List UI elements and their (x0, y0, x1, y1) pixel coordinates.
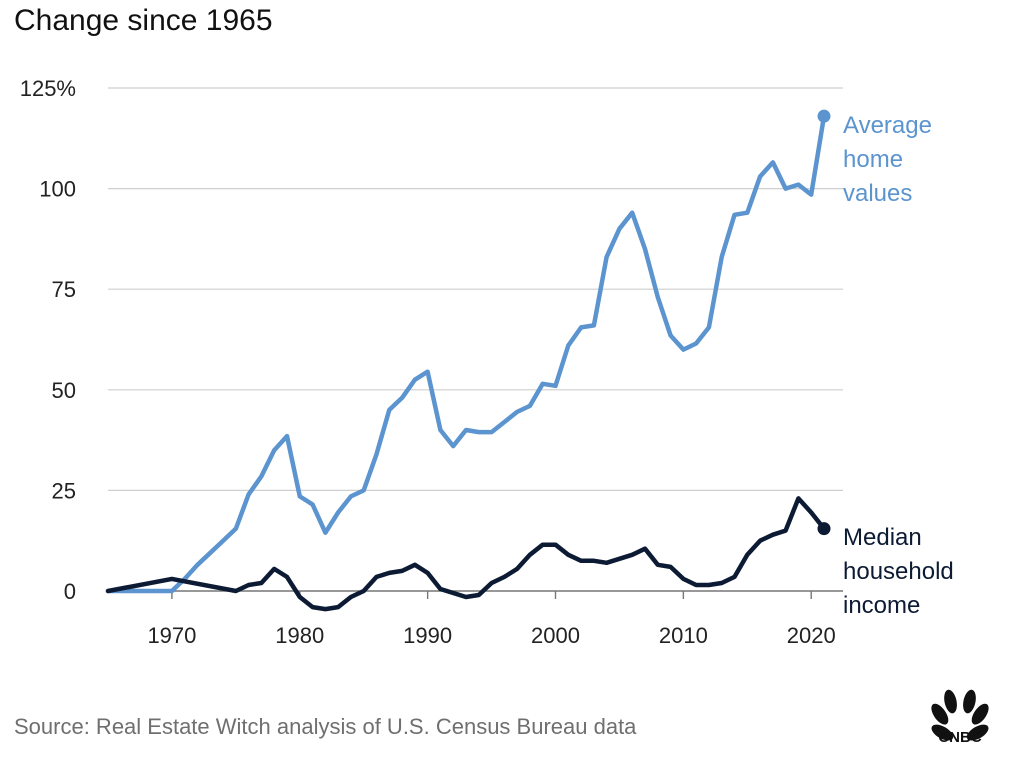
series-end-point-1 (817, 522, 831, 536)
y-tick-label: 0 (64, 579, 76, 604)
x-tick-label: 1980 (275, 623, 324, 648)
y-tick-label: 50 (52, 378, 76, 403)
x-tick-label: 1970 (147, 623, 196, 648)
y-tick-label: 100 (39, 177, 76, 202)
series-label-1: household (843, 558, 954, 585)
series-label-1: Median (843, 524, 922, 551)
logo-text: CNBC (938, 729, 981, 744)
x-tick-label: 2020 (787, 623, 836, 648)
y-tick-label: 125% (20, 76, 76, 101)
series-line-0 (105, 113, 827, 594)
x-axis-ticks: 1970 1980 1990 2000 2010 2020 (147, 591, 836, 648)
series-label-0: home (843, 146, 903, 173)
grid-lines (108, 87, 843, 592)
x-tick-label: 2000 (531, 623, 580, 648)
x-tick-label: 2010 (659, 623, 708, 648)
x-tick-label: 1990 (403, 623, 452, 648)
series-label-0: values (843, 180, 912, 207)
series-line-1 (105, 496, 827, 612)
source-note: Source: Real Estate Witch analysis of U.… (14, 714, 637, 739)
series-label-1: income (843, 592, 920, 619)
series-label-0: Average (843, 112, 932, 139)
series-labels: Average home values Median household income (843, 112, 954, 619)
series-layer (105, 109, 831, 612)
cnbc-peacock-logo: CNBC (931, 689, 989, 744)
series-end-point-0 (817, 109, 831, 123)
y-axis-ticks: 0 25 50 75 100 125% (20, 76, 76, 604)
y-tick-label: 25 (52, 478, 76, 503)
y-tick-label: 75 (52, 277, 76, 302)
chart-title: Change since 1965 (14, 4, 273, 37)
